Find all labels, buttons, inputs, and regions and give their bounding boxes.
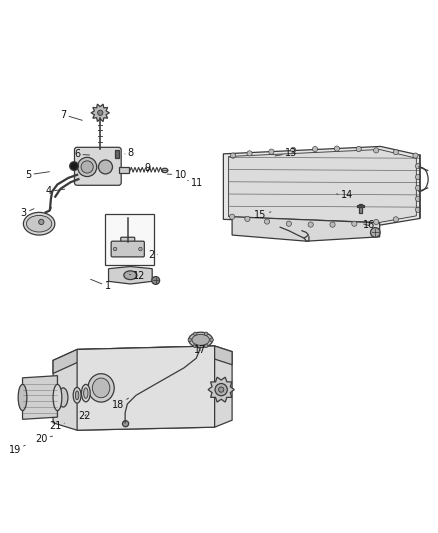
FancyBboxPatch shape bbox=[121, 237, 135, 244]
Text: 5: 5 bbox=[25, 170, 49, 180]
Circle shape bbox=[98, 110, 103, 116]
Polygon shape bbox=[223, 147, 420, 225]
Bar bbox=[106, 214, 153, 265]
Text: 12: 12 bbox=[130, 271, 146, 281]
Polygon shape bbox=[109, 266, 152, 284]
Text: 14: 14 bbox=[336, 190, 353, 200]
Circle shape bbox=[334, 146, 339, 151]
Text: 13: 13 bbox=[275, 148, 297, 158]
Text: 2: 2 bbox=[148, 250, 157, 260]
Circle shape bbox=[416, 207, 421, 212]
Text: 17: 17 bbox=[194, 345, 206, 356]
Polygon shape bbox=[53, 346, 232, 430]
Text: 20: 20 bbox=[35, 434, 53, 444]
Text: 19: 19 bbox=[9, 445, 25, 455]
Polygon shape bbox=[53, 346, 232, 374]
Text: 4: 4 bbox=[46, 187, 65, 196]
Polygon shape bbox=[229, 149, 417, 222]
Ellipse shape bbox=[162, 168, 168, 173]
Text: 8: 8 bbox=[125, 148, 134, 158]
Text: 22: 22 bbox=[79, 411, 91, 421]
Text: 16: 16 bbox=[363, 221, 375, 230]
Ellipse shape bbox=[73, 387, 81, 403]
Circle shape bbox=[245, 216, 250, 222]
Circle shape bbox=[194, 332, 197, 336]
Circle shape bbox=[352, 221, 357, 227]
Polygon shape bbox=[22, 376, 57, 419]
Ellipse shape bbox=[192, 334, 209, 345]
Text: 18: 18 bbox=[112, 398, 128, 410]
Circle shape bbox=[290, 147, 296, 152]
Circle shape bbox=[219, 387, 224, 392]
Text: 1: 1 bbox=[91, 279, 111, 291]
Text: 11: 11 bbox=[187, 177, 203, 188]
Circle shape bbox=[265, 219, 270, 224]
Bar bbox=[120, 166, 129, 173]
Circle shape bbox=[70, 161, 78, 171]
Text: 6: 6 bbox=[74, 149, 90, 159]
FancyBboxPatch shape bbox=[111, 241, 145, 257]
Circle shape bbox=[269, 149, 274, 154]
Circle shape bbox=[210, 338, 213, 342]
Text: 10: 10 bbox=[167, 170, 187, 180]
Ellipse shape bbox=[58, 388, 68, 407]
Circle shape bbox=[371, 228, 380, 237]
Ellipse shape bbox=[92, 378, 110, 398]
Polygon shape bbox=[91, 104, 110, 122]
Text: 3: 3 bbox=[21, 208, 34, 218]
Ellipse shape bbox=[26, 215, 52, 232]
Circle shape bbox=[374, 220, 379, 224]
Ellipse shape bbox=[81, 384, 90, 402]
Circle shape bbox=[393, 217, 399, 222]
Circle shape bbox=[286, 221, 291, 227]
Circle shape bbox=[78, 157, 97, 176]
Circle shape bbox=[205, 332, 208, 336]
Bar bbox=[115, 150, 120, 158]
Circle shape bbox=[99, 160, 113, 174]
Ellipse shape bbox=[124, 271, 137, 280]
Circle shape bbox=[113, 247, 117, 251]
Ellipse shape bbox=[53, 384, 62, 410]
Circle shape bbox=[152, 277, 159, 285]
Polygon shape bbox=[232, 217, 380, 241]
Text: 7: 7 bbox=[60, 110, 82, 120]
Circle shape bbox=[413, 153, 418, 158]
Circle shape bbox=[356, 147, 361, 152]
Ellipse shape bbox=[23, 212, 55, 235]
Circle shape bbox=[215, 384, 227, 395]
FancyBboxPatch shape bbox=[74, 147, 121, 185]
Bar bbox=[357, 205, 364, 207]
Ellipse shape bbox=[189, 332, 213, 348]
Circle shape bbox=[416, 174, 421, 180]
Polygon shape bbox=[208, 377, 234, 402]
Bar bbox=[359, 204, 362, 213]
Circle shape bbox=[416, 196, 421, 201]
Ellipse shape bbox=[18, 384, 27, 410]
Circle shape bbox=[416, 185, 421, 190]
Circle shape bbox=[39, 220, 44, 224]
Circle shape bbox=[393, 149, 399, 155]
Circle shape bbox=[188, 338, 191, 342]
Circle shape bbox=[81, 161, 93, 173]
Text: 15: 15 bbox=[254, 210, 271, 220]
Ellipse shape bbox=[75, 391, 79, 400]
Circle shape bbox=[374, 148, 379, 153]
Circle shape bbox=[247, 151, 252, 156]
Circle shape bbox=[230, 214, 235, 220]
Circle shape bbox=[312, 147, 318, 152]
Circle shape bbox=[123, 421, 129, 427]
Circle shape bbox=[330, 222, 335, 227]
Text: 21: 21 bbox=[49, 421, 64, 431]
Ellipse shape bbox=[84, 388, 88, 398]
Circle shape bbox=[230, 153, 236, 158]
Text: 9: 9 bbox=[141, 163, 150, 173]
Circle shape bbox=[308, 222, 313, 227]
Circle shape bbox=[416, 164, 421, 169]
Circle shape bbox=[194, 344, 197, 348]
Circle shape bbox=[139, 247, 142, 251]
Ellipse shape bbox=[88, 374, 114, 402]
Circle shape bbox=[205, 344, 208, 348]
Polygon shape bbox=[77, 346, 215, 430]
